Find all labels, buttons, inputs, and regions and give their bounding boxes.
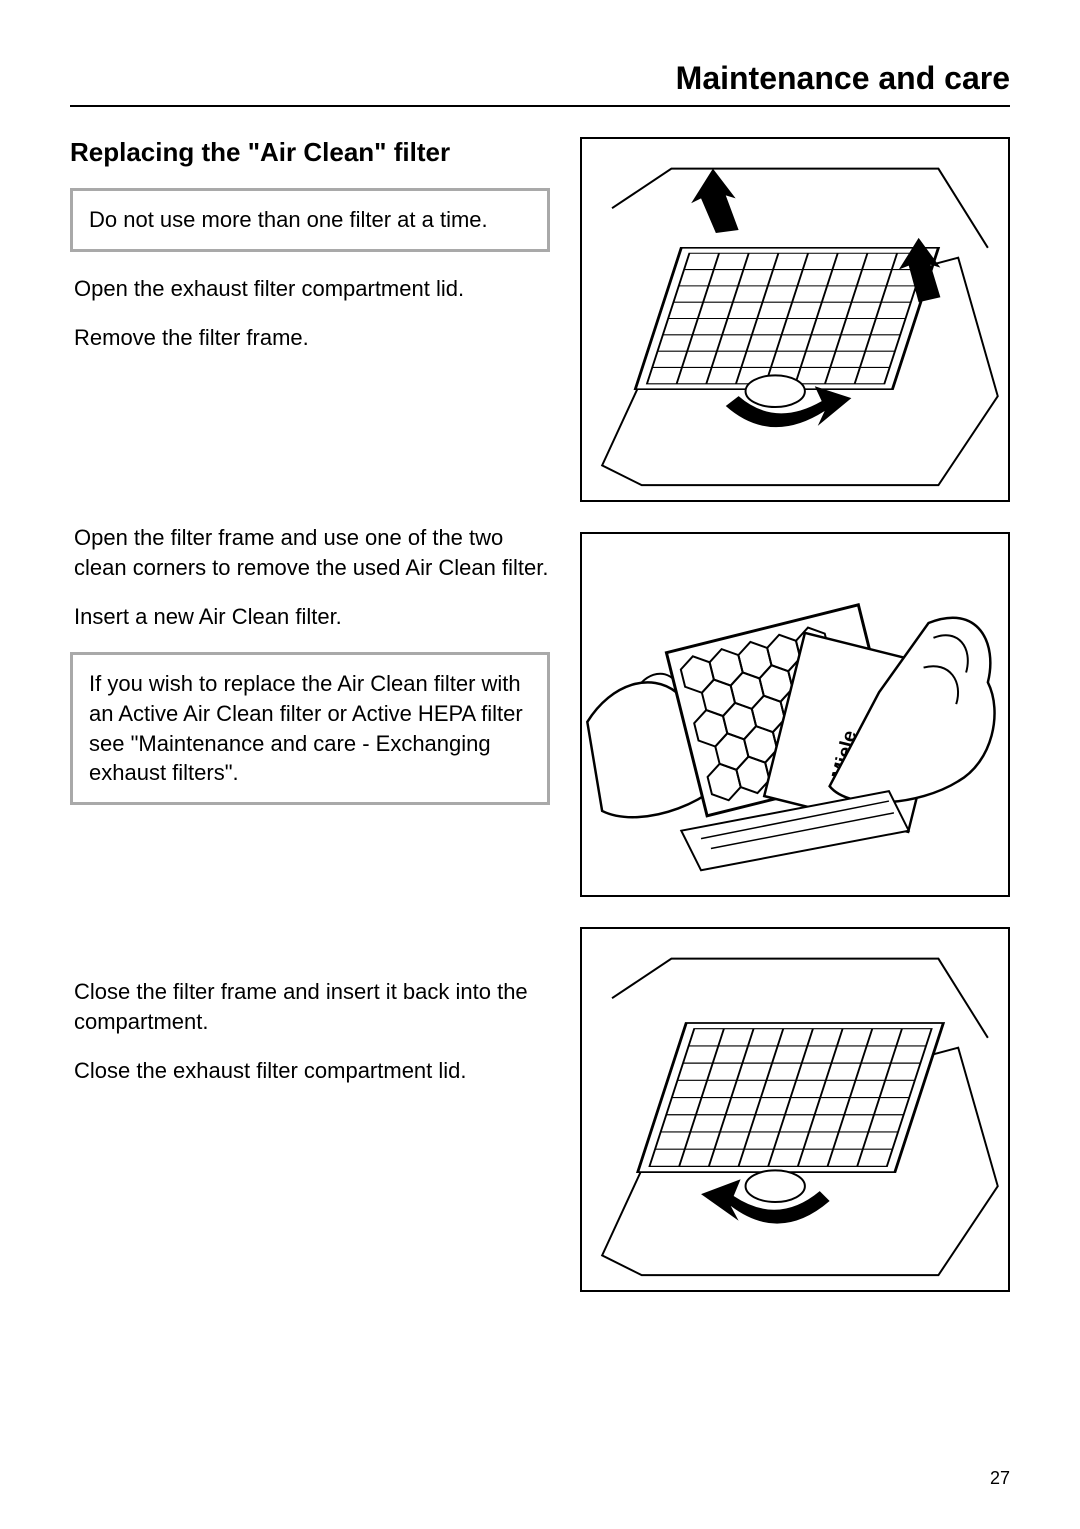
instruction-step: Close the exhaust filter compartment lid…: [70, 1056, 550, 1086]
instruction-step: Close the filter frame and insert it bac…: [70, 977, 550, 1036]
spacer: [70, 373, 550, 523]
left-column: Replacing the "Air Clean" filter Do not …: [70, 137, 550, 1292]
instruction-step: Open the filter frame and use one of the…: [70, 523, 550, 582]
page-header: Maintenance and care: [70, 60, 1010, 107]
note-box-1: Do not use more than one filter at a tim…: [70, 188, 550, 252]
page-number: 27: [990, 1468, 1010, 1489]
page-title: Maintenance and care: [70, 60, 1010, 97]
section-heading: Replacing the "Air Clean" filter: [70, 137, 550, 168]
content-area: Replacing the "Air Clean" filter Do not …: [70, 137, 1010, 1292]
figure-insert-filter: Miele Air Clean: [580, 532, 1010, 897]
right-column: Miele Air Clean: [580, 137, 1010, 1292]
figure-close-frame: [580, 927, 1010, 1292]
instruction-step: Remove the filter frame.: [70, 323, 550, 353]
figure-remove-frame: [580, 137, 1010, 502]
note-box-2: If you wish to replace the Air Clean fil…: [70, 652, 550, 805]
spacer: [70, 827, 550, 977]
instruction-step: Insert a new Air Clean filter.: [70, 602, 550, 632]
instruction-step: Open the exhaust filter compartment lid.: [70, 274, 550, 304]
